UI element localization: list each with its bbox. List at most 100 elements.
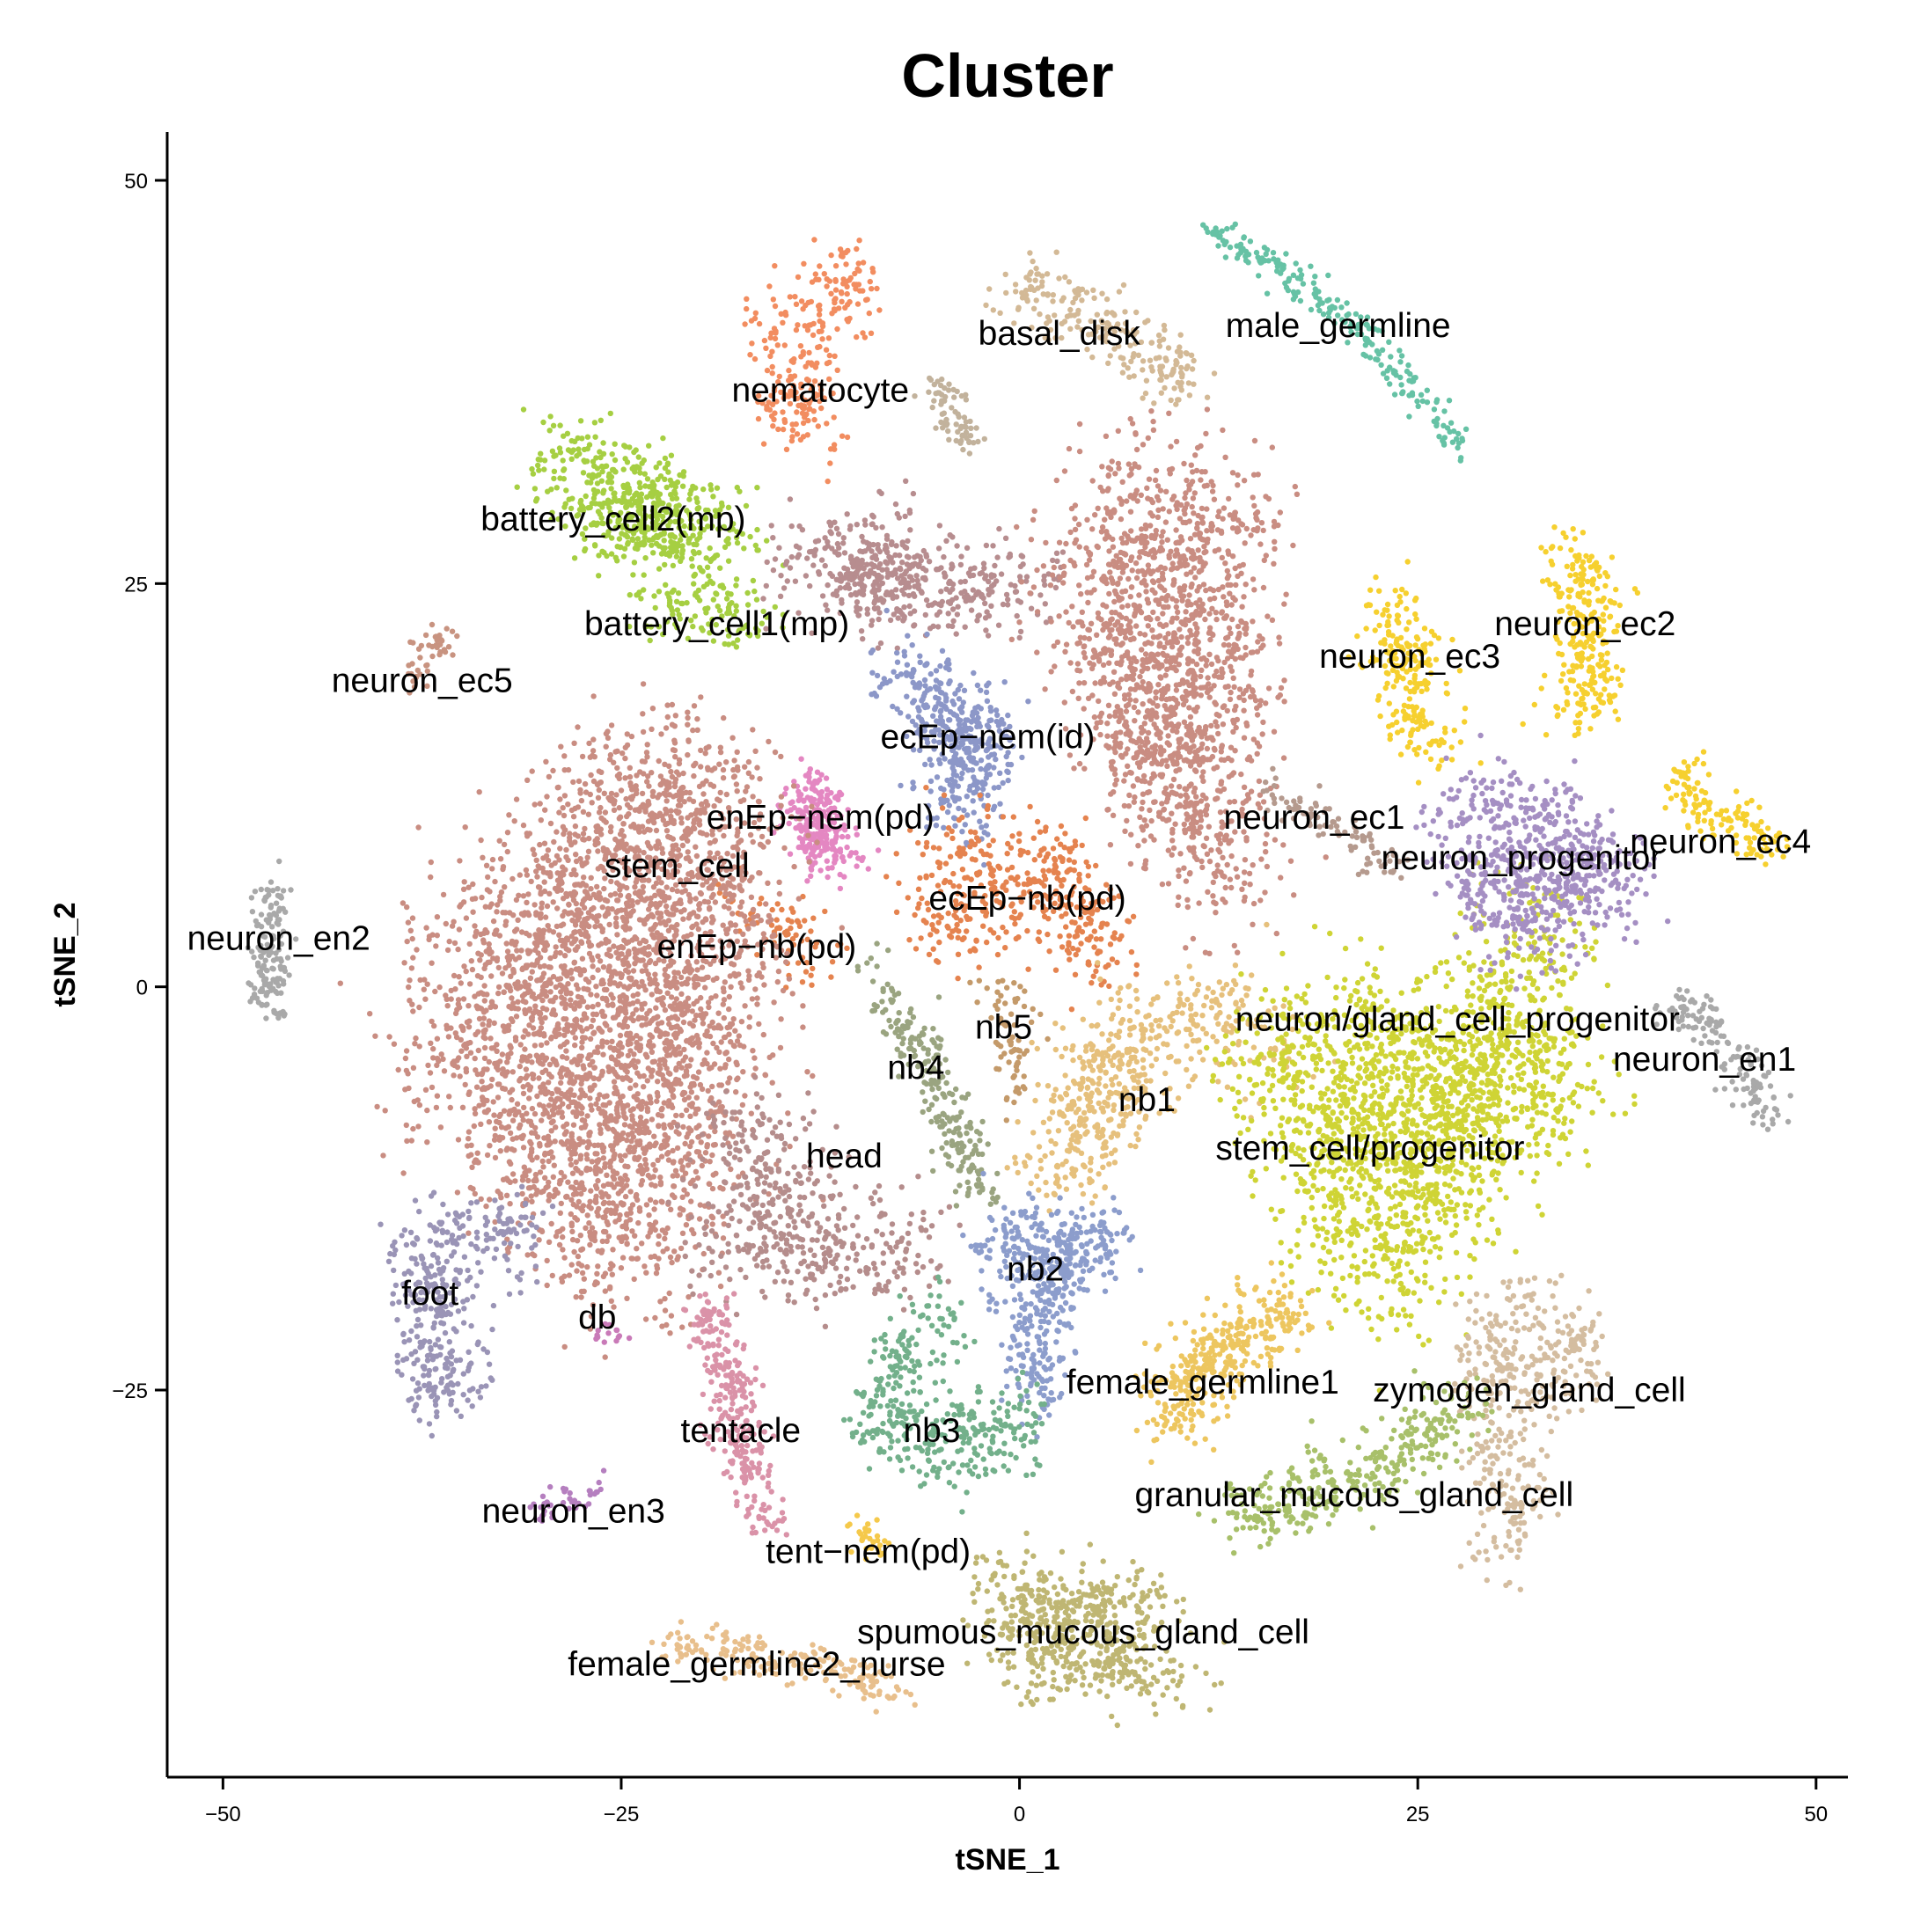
point: [923, 596, 930, 604]
point: [1160, 604, 1167, 611]
point: [997, 770, 1003, 776]
point: [1444, 425, 1451, 431]
point: [985, 802, 992, 809]
point: [1255, 639, 1261, 645]
point: [810, 332, 817, 339]
point: [939, 648, 946, 654]
point: [1224, 225, 1230, 232]
point: [883, 542, 889, 549]
point: [1118, 535, 1125, 542]
point: [1294, 289, 1301, 296]
point: [981, 780, 988, 787]
point: [957, 682, 964, 689]
point: [1225, 755, 1232, 762]
point: [1232, 748, 1238, 754]
point: [1017, 563, 1024, 570]
point: [949, 928, 956, 934]
point: [1076, 582, 1082, 589]
point: [620, 553, 627, 560]
point: [894, 649, 900, 656]
point: [1364, 336, 1370, 342]
point: [1109, 458, 1115, 465]
point: [1198, 535, 1204, 541]
point: [1109, 626, 1115, 633]
point: [1159, 539, 1165, 545]
point: [747, 533, 753, 540]
point: [673, 553, 680, 560]
point: [584, 479, 590, 486]
point: [1141, 685, 1147, 692]
point: [1170, 582, 1177, 588]
point: [872, 597, 878, 604]
point: [876, 582, 883, 589]
point: [927, 670, 935, 677]
point: [983, 542, 990, 549]
point: [832, 276, 839, 283]
point: [1198, 673, 1204, 680]
point: [1047, 582, 1054, 589]
point: [977, 818, 983, 824]
point: [744, 589, 751, 596]
point: [928, 762, 935, 768]
point: [1373, 356, 1379, 362]
point: [1096, 698, 1102, 705]
point: [1142, 651, 1149, 657]
point: [672, 491, 678, 497]
point: [1028, 537, 1035, 543]
point: [942, 860, 949, 867]
point: [1163, 597, 1169, 604]
point: [1278, 684, 1285, 692]
point: [1173, 597, 1180, 604]
point: [1169, 567, 1175, 573]
point: [1211, 899, 1217, 905]
point: [832, 839, 839, 845]
point: [1107, 842, 1114, 848]
point: [1105, 647, 1112, 653]
point: [1213, 764, 1221, 771]
point: [1097, 731, 1103, 738]
point: [1162, 384, 1168, 392]
point: [793, 326, 800, 333]
point: [1116, 718, 1122, 725]
point: [1141, 721, 1148, 727]
point: [1142, 390, 1149, 397]
point: [614, 544, 620, 550]
point: [1210, 893, 1216, 899]
point: [1015, 306, 1022, 312]
point: [1387, 364, 1393, 370]
point: [1269, 617, 1276, 623]
point: [644, 476, 651, 482]
point: [831, 591, 837, 597]
point: [757, 900, 763, 907]
point: [656, 543, 663, 549]
point: [958, 553, 964, 560]
point: [1229, 616, 1235, 623]
point: [915, 563, 922, 569]
point: [768, 392, 774, 399]
point: [1096, 948, 1102, 955]
point: [1176, 867, 1182, 874]
point: [1194, 588, 1200, 594]
point: [1286, 278, 1292, 284]
point: [1106, 660, 1112, 666]
point: [607, 1027, 613, 1033]
point: [1230, 717, 1236, 724]
point: [815, 538, 822, 544]
point: [1146, 476, 1153, 482]
point: [1260, 584, 1267, 591]
point: [918, 589, 925, 595]
point: [844, 566, 851, 573]
point: [1213, 616, 1220, 623]
point: [1203, 430, 1209, 437]
point: [859, 533, 865, 540]
point: [857, 548, 863, 554]
point: [689, 563, 695, 569]
point: [862, 522, 869, 528]
point: [529, 465, 535, 472]
point: [1192, 611, 1199, 618]
point: [1205, 675, 1211, 681]
point: [986, 772, 993, 778]
point: [984, 939, 990, 946]
point: [1075, 318, 1082, 325]
point: [1163, 488, 1169, 494]
